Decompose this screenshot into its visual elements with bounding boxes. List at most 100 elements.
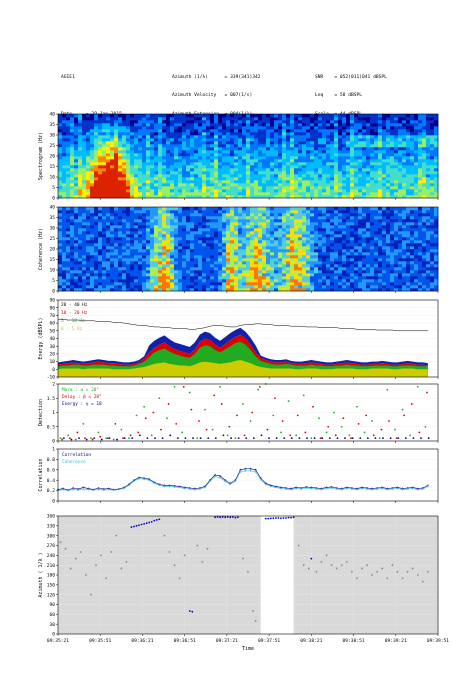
heatmap-cell <box>434 183 439 187</box>
heatmap-cell <box>98 213 103 217</box>
heatmap-cell <box>262 144 267 148</box>
heatmap-cell <box>178 123 183 127</box>
heatmap-cell <box>290 156 295 160</box>
heatmap-cell <box>58 273 63 277</box>
heatmap-cell <box>62 210 67 214</box>
heatmap-cell <box>350 129 355 133</box>
heatmap-cell <box>398 195 403 199</box>
heatmap-cell <box>262 147 267 151</box>
heatmap-cell <box>134 189 139 193</box>
heatmap-cell <box>182 261 187 265</box>
heatmap-cell <box>298 183 303 187</box>
heatmap-cell <box>190 273 195 277</box>
heatmap-cell <box>230 261 235 265</box>
heatmap-cell <box>82 213 87 217</box>
heatmap-cell <box>170 129 175 133</box>
heatmap-cell <box>330 228 335 232</box>
heatmap-cell <box>354 216 359 220</box>
heatmap-cell <box>390 117 395 121</box>
heatmap-cell <box>58 231 63 235</box>
heatmap-cell <box>58 255 63 259</box>
heatmap-cell <box>282 252 287 256</box>
heatmap-cell <box>286 180 291 184</box>
heatmap-cell <box>246 234 251 238</box>
heatmap-cell <box>354 141 359 145</box>
heatmap-cell <box>226 120 231 124</box>
heatmap-cell <box>74 159 79 163</box>
heatmap-cell <box>118 234 123 238</box>
heatmap-cell <box>82 117 87 121</box>
heatmap-cell <box>114 237 119 241</box>
heatmap-cell <box>250 249 255 253</box>
heatmap-cell <box>106 192 111 196</box>
heatmap-cell <box>210 264 215 268</box>
heatmap-cell <box>354 195 359 199</box>
heatmap-cell <box>82 147 87 151</box>
heatmap-cell <box>58 150 63 154</box>
heatmap-cell <box>342 123 347 127</box>
heatmap-cell <box>326 228 331 232</box>
heatmap-cell <box>86 117 91 121</box>
heatmap-cell <box>418 117 423 121</box>
heatmap-cell <box>370 288 375 292</box>
heatmap-cell <box>282 177 287 181</box>
heatmap-cell <box>82 258 87 262</box>
heatmap-cell <box>418 177 423 181</box>
heatmap-cell <box>150 180 155 184</box>
heatmap-cell <box>374 114 379 118</box>
heatmap-cell <box>130 138 135 142</box>
heatmap-cell <box>390 156 395 160</box>
heatmap-cell <box>234 180 239 184</box>
heatmap-cell <box>306 135 311 139</box>
heatmap-cell <box>178 186 183 190</box>
heatmap-cell <box>258 123 263 127</box>
heatmap-cell <box>86 282 91 286</box>
heatmap-cell <box>238 237 243 241</box>
heatmap-cell <box>250 186 255 190</box>
heatmap-cell <box>270 123 275 127</box>
heatmap-cell <box>374 282 379 286</box>
heatmap-cell <box>358 135 363 139</box>
heatmap-cell <box>314 222 319 226</box>
heatmap-cell <box>114 189 119 193</box>
heatmap-cell <box>274 126 279 130</box>
heatmap-cell <box>374 246 379 250</box>
heatmap-cell <box>186 285 191 289</box>
heatmap-cell <box>210 231 215 235</box>
heatmap-cell <box>278 288 283 292</box>
heatmap-cell <box>314 255 319 259</box>
heatmap-cell <box>386 195 391 199</box>
heatmap-cell <box>146 288 151 292</box>
heatmap-cell <box>234 138 239 142</box>
heatmap-cell <box>70 228 75 232</box>
heatmap-cell <box>86 261 91 265</box>
heatmap-cell <box>326 159 331 163</box>
heatmap-cell <box>298 162 303 166</box>
heatmap-cell <box>158 234 163 238</box>
heatmap-cell <box>210 192 215 196</box>
heatmap-cell <box>166 285 171 289</box>
heatmap-cell <box>134 246 139 250</box>
heatmap-cell <box>178 234 183 238</box>
heatmap-cell <box>430 156 435 160</box>
heatmap-cell <box>86 279 91 283</box>
heatmap-cell <box>390 138 395 142</box>
heatmap-cell <box>246 159 251 163</box>
heatmap-cell <box>270 141 275 145</box>
heatmap-cell <box>122 246 127 250</box>
heatmap-cell <box>78 141 83 145</box>
heatmap-cell <box>290 222 295 226</box>
heatmap-cell <box>222 267 227 271</box>
heatmap-cell <box>258 159 263 163</box>
heatmap-cell <box>82 243 87 247</box>
heatmap-cell <box>430 126 435 130</box>
heatmap-cell <box>222 183 227 187</box>
heatmap-cell <box>278 141 283 145</box>
heatmap-cell <box>134 213 139 217</box>
heatmap-cell <box>334 267 339 271</box>
heatmap-cell <box>350 264 355 268</box>
heatmap-cell <box>146 207 151 211</box>
heatmap-cell <box>314 174 319 178</box>
heatmap-cell <box>254 282 259 286</box>
heatmap-cell <box>298 273 303 277</box>
